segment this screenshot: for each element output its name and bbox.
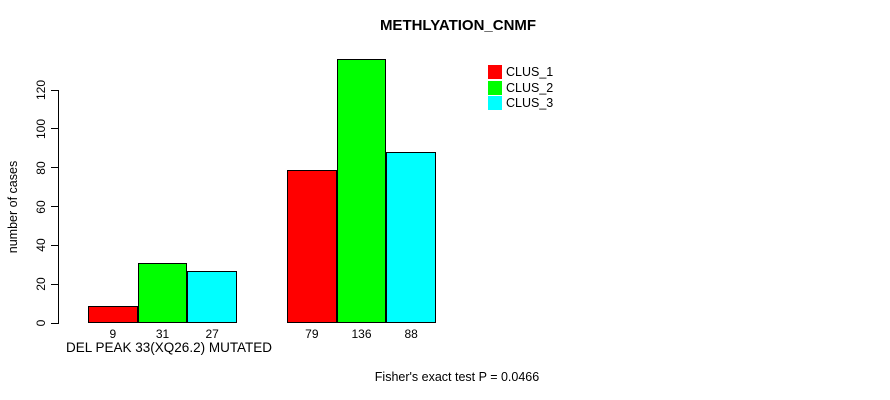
y-axis-line [58, 90, 59, 324]
legend-label-clus_2: CLUS_2 [506, 80, 554, 95]
bar-clus_2-group1 [137, 262, 188, 323]
y-tick [51, 89, 58, 91]
bar-value-label: 88 [404, 327, 418, 341]
legend-label-clus_1: CLUS_1 [506, 65, 554, 79]
bar-value-label: 136 [351, 327, 372, 341]
y-axis-label: number of cases [6, 160, 20, 254]
bar-value-label: 9 [109, 327, 117, 341]
y-tick [51, 167, 58, 169]
y-tick [51, 244, 58, 246]
bar-value-label: 79 [305, 327, 319, 341]
y-tick [51, 128, 58, 130]
y-tick-label: 80 [34, 160, 48, 175]
bar-clus_3-group2 [386, 152, 436, 323]
y-tick-label: 60 [34, 199, 48, 214]
bar-clus_2-group2 [336, 58, 387, 323]
bar-value-label: 27 [205, 327, 219, 341]
y-tick-label: 40 [34, 238, 48, 253]
bar-clus_1-group1 [88, 305, 138, 323]
y-tick [51, 322, 58, 324]
y-tick [51, 283, 58, 285]
legend-swatch-clus_3 [488, 96, 502, 111]
y-tick-label: 120 [34, 79, 48, 101]
legend-label-clus_3: CLUS_3 [506, 96, 554, 111]
legend-swatch-clus_1 [488, 65, 502, 79]
y-tick-label: 20 [34, 277, 48, 291]
bar-clus_3-group1 [187, 270, 237, 323]
legend-swatch-clus_2 [488, 80, 502, 95]
x-axis-label: DEL PEAK 33(XQ26.2) MUTATED [66, 340, 273, 355]
bar-clus_1-group2 [287, 169, 337, 323]
y-tick [51, 206, 58, 207]
y-tick-label: 100 [34, 118, 48, 139]
y-tick-label: 0 [34, 319, 48, 327]
fisher-test-annotation: Fisher's exact test P = 0.0466 [374, 370, 540, 384]
chart-title: METHLYATION_CNMF [379, 17, 537, 34]
bar-value-label: 31 [155, 327, 170, 341]
